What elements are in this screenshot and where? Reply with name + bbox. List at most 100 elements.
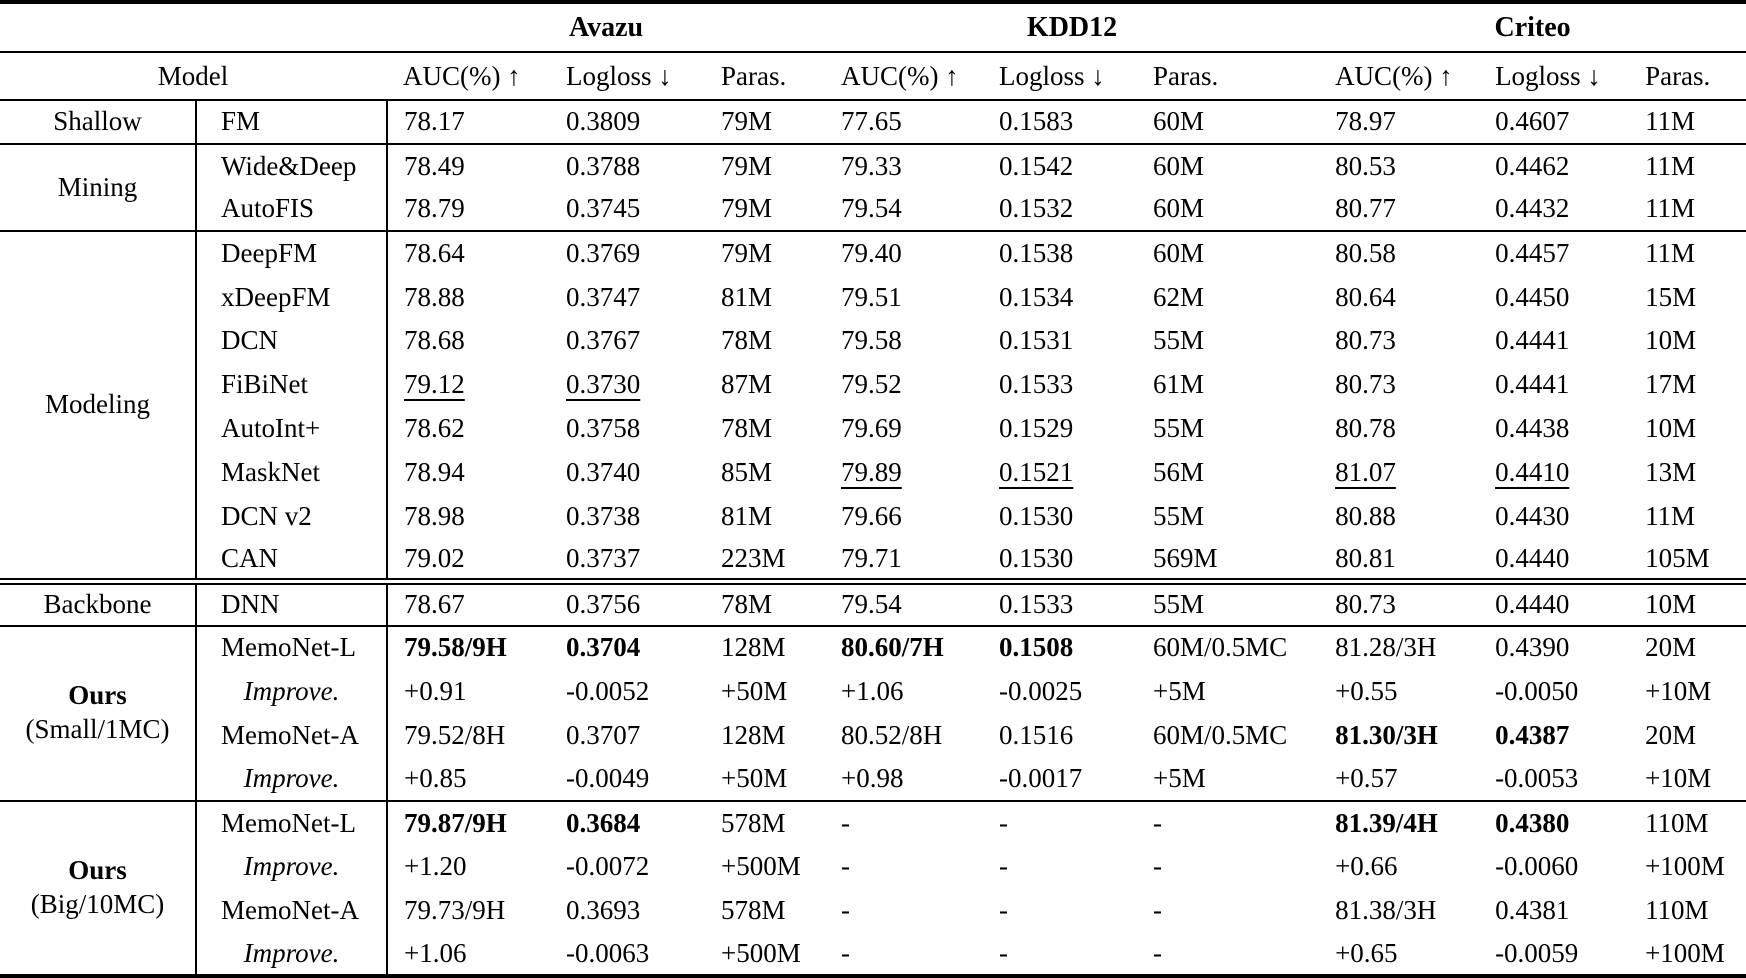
data-cell: - <box>825 932 983 976</box>
data-cell: - <box>1137 801 1319 845</box>
corner-cell <box>0 2 387 53</box>
metric-value: 78.94 <box>404 456 465 487</box>
improve-label-cell: Improve. <box>195 669 388 714</box>
data-cell: - <box>1137 932 1319 976</box>
data-cell: -0.0072 <box>550 845 705 889</box>
data-cell: 80.58 <box>1319 231 1479 275</box>
data-cell: 0.4387 <box>1479 713 1629 757</box>
metric-value: 223M <box>721 542 786 573</box>
metric-value: 11M <box>1645 106 1696 137</box>
data-cell: 79.54 <box>825 188 983 232</box>
data-cell: 0.3730 <box>550 363 705 407</box>
data-cell: 78.94 <box>387 450 550 494</box>
model-name-cell: AutoFIS <box>195 187 388 232</box>
metric-value: 0.4441 <box>1495 325 1570 356</box>
data-cell: 80.52/8H <box>825 713 983 757</box>
model-name-cell: MemoNet-L <box>195 625 388 670</box>
metric-value: 55M <box>1153 589 1205 620</box>
metric-value: 80.52/8H <box>841 719 943 750</box>
data-cell: 79.02 <box>387 538 550 582</box>
data-cell: - <box>983 845 1137 889</box>
data-cell: 79.89 <box>825 450 983 494</box>
data-cell: 80.78 <box>1319 407 1479 451</box>
data-cell: 20M <box>1629 626 1746 670</box>
dataset-header-criteo: Criteo <box>1319 2 1746 53</box>
data-cell: 0.3704 <box>550 626 705 670</box>
metric-value: 0.1542 <box>999 150 1074 181</box>
metric-value: 0.4462 <box>1495 150 1570 181</box>
metric-value: 20M <box>1645 632 1697 663</box>
metric-value: +1.06 <box>841 675 904 706</box>
data-cell: -0.0053 <box>1479 757 1629 801</box>
metric-value: +0.55 <box>1335 675 1398 706</box>
data-cell: - <box>983 888 1137 932</box>
metric-value: 79.58/9H <box>404 632 507 663</box>
data-cell: 0.1508 <box>983 626 1137 670</box>
group-shallow: Shallow FM 78.17 0.3809 79M 77.65 0.1583 60M 78.… <box>0 100 1746 144</box>
data-cell: 578M <box>705 888 825 932</box>
metric-value: 81.30/3H <box>1335 719 1438 750</box>
data-cell: -0.0049 <box>550 757 705 801</box>
metric-value: 60M/0.5MC <box>1153 719 1288 750</box>
metric-value: +0.85 <box>404 762 467 793</box>
metric-value: 11M <box>1645 500 1696 531</box>
model-name-cell: MemoNet-A <box>195 713 388 757</box>
metric-value: 0.1532 <box>999 193 1074 224</box>
metric-value: 79.33 <box>841 150 902 181</box>
data-cell: -0.0063 <box>550 932 705 976</box>
data-cell: 110M <box>1629 888 1746 932</box>
data-cell: 0.1531 <box>983 319 1137 363</box>
metric-value: 10M <box>1645 589 1697 620</box>
metric-value: - <box>841 894 851 925</box>
data-cell: - <box>1137 845 1319 889</box>
data-cell: 80.73 <box>1319 319 1479 363</box>
metric-value: 60M <box>1153 193 1205 224</box>
group-sublabel: (Small/1MC) <box>25 714 170 745</box>
metric-value: 0.1533 <box>999 589 1074 620</box>
data-cell: 79.69 <box>825 407 983 451</box>
data-cell: 10M <box>1629 319 1746 363</box>
model-name-cell: FiBiNet <box>195 362 388 407</box>
metric-value: +500M <box>721 937 801 968</box>
table-row: Improve. +0.85 -0.0049 +50M +0.98 -0.0017 +5M +… <box>0 756 1746 801</box>
data-cell: 60M/0.5MC <box>1137 626 1319 670</box>
metric-value: 0.3704 <box>566 632 641 663</box>
data-cell: +0.66 <box>1319 845 1479 889</box>
model-name-cell: DeepFM <box>195 231 388 276</box>
group-label-cell-backbone: Backbone <box>0 582 196 626</box>
table-row: MemoNet-A 79.52/8H 0.3707 128M 80.52/8H 0.151… <box>0 713 1746 757</box>
metric-value: -0.0050 <box>1495 675 1579 706</box>
improve-label-cell: Improve. <box>195 756 388 801</box>
metric-value: 61M <box>1153 369 1205 400</box>
metric-value: +1.20 <box>404 850 467 881</box>
data-cell: 81M <box>705 494 825 538</box>
table-row: MemoNet-A 79.73/9H 0.3693 578M - - - 81.38/3H 0.… <box>0 888 1746 933</box>
metric-value: +100M <box>1645 937 1725 968</box>
data-cell: 17M <box>1629 363 1746 407</box>
metric-value: 55M <box>1153 325 1205 356</box>
data-cell: 78M <box>705 582 825 626</box>
data-cell: 11M <box>1629 144 1746 188</box>
metric-value: -0.0059 <box>1495 937 1579 968</box>
data-cell: 223M <box>705 538 825 582</box>
metric-header-row: Model AUC(%) ↑ Logloss ↓ Paras. AUC(%) ↑ Logl… <box>0 52 1746 101</box>
data-cell: +1.06 <box>387 932 550 976</box>
data-cell: 61M <box>1137 363 1319 407</box>
metric-value: 0.3809 <box>566 106 641 137</box>
data-cell: 60M/0.5MC <box>1137 713 1319 757</box>
metric-header-logloss-kdd12: Logloss ↓ <box>983 52 1138 101</box>
metric-value: 110M <box>1645 807 1709 838</box>
data-cell: +0.55 <box>1319 669 1479 713</box>
metric-value: 0.4430 <box>1495 500 1570 531</box>
metric-value: - <box>999 894 1009 925</box>
metric-value: 0.4438 <box>1495 412 1570 443</box>
table-row: Improve. +0.91 -0.0052 +50M +1.06 -0.0025 +5M +… <box>0 669 1746 714</box>
data-cell: 0.3745 <box>550 188 705 232</box>
data-cell: 0.1530 <box>983 494 1137 538</box>
group-backbone: Backbone DNN 78.67 0.3756 78M 79.54 0.1533 55M 8… <box>0 581 1746 626</box>
data-cell: 55M <box>1137 582 1319 626</box>
data-cell: 78.67 <box>387 582 550 626</box>
data-cell: 78.64 <box>387 231 550 275</box>
metric-value: +10M <box>1645 675 1712 706</box>
